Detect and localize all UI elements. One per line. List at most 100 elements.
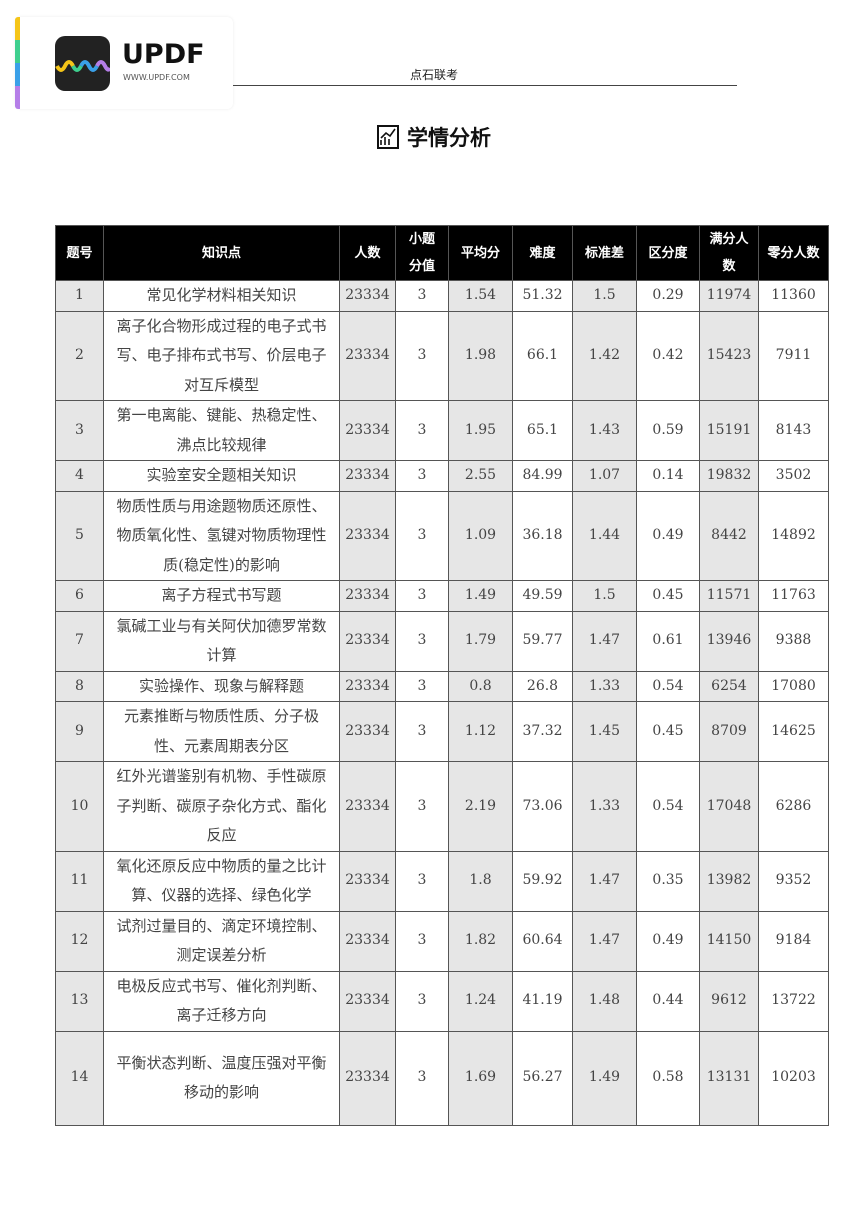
cell-knowledge-point: 实验室安全题相关知识 [103, 460, 340, 492]
cell-count: 23334 [339, 460, 396, 492]
cell-zero-score-count: 11360 [758, 280, 829, 312]
cell-average: 2.19 [448, 761, 513, 852]
cell-average: 1.79 [448, 610, 513, 672]
cell-knowledge-point: 氯碱工业与有关阿伏加德罗常数计算 [103, 610, 340, 672]
cell-full-score-count: 13982 [699, 850, 759, 912]
cell-count: 23334 [339, 850, 396, 912]
cell-no: 6 [55, 580, 104, 612]
cell-average: 2.55 [448, 460, 513, 492]
cell-std-dev: 1.07 [572, 460, 637, 492]
cell-no: 1 [55, 280, 104, 312]
logo-color-bar [15, 17, 20, 109]
column-header-average: 平均分 [448, 225, 513, 281]
cell-average: 1.09 [448, 490, 513, 581]
cell-std-dev: 1.5 [572, 580, 637, 612]
cell-zero-score-count: 3502 [758, 460, 829, 492]
cell-no: 7 [55, 610, 104, 672]
cell-discrimination: 0.54 [636, 761, 700, 852]
cell-knowledge-point: 氧化还原反应中物质的量之比计算、仪器的选择、绿色化学 [103, 850, 340, 912]
cell-std-dev: 1.48 [572, 970, 637, 1032]
table-row: 4 实验室安全题相关知识 23334 3 2.55 84.99 1.07 0.14 19832 3… [55, 460, 829, 492]
cell-no: 11 [55, 850, 104, 912]
cell-full-score-count: 15423 [699, 310, 759, 401]
table-row: 2 离子化合物形成过程的电子式书写、电子排布式书写、价层电子对互斥模型 23334 3… [55, 310, 829, 401]
cell-zero-score-count: 8143 [758, 400, 829, 461]
table-row: 5 物质性质与用途题物质还原性、物质氧化性、氢键对物质物理性质(稳定性)的影响 23… [55, 490, 829, 581]
cell-score-value: 3 [395, 400, 449, 461]
cell-count: 23334 [339, 280, 396, 312]
cell-knowledge-point: 常见化学材料相关知识 [103, 280, 340, 312]
cell-full-score-count: 17048 [699, 761, 759, 852]
cell-score-value: 3 [395, 1030, 449, 1126]
cell-score-value: 3 [395, 580, 449, 612]
cell-knowledge-point: 离子方程式书写题 [103, 580, 340, 612]
cell-std-dev: 1.33 [572, 761, 637, 852]
cell-discrimination: 0.61 [636, 610, 700, 672]
cell-discrimination: 0.49 [636, 490, 700, 581]
cell-no: 8 [55, 670, 104, 702]
cell-count: 23334 [339, 1030, 396, 1126]
cell-discrimination: 0.59 [636, 400, 700, 461]
cell-full-score-count: 8442 [699, 490, 759, 581]
cell-knowledge-point: 电极反应式书写、催化剂判断、离子迁移方向 [103, 970, 340, 1032]
cell-average: 1.49 [448, 580, 513, 612]
cell-std-dev: 1.42 [572, 310, 637, 401]
cell-knowledge-point: 试剂过量目的、滴定环境控制、测定误差分析 [103, 910, 340, 972]
cell-no: 9 [55, 701, 104, 762]
cell-average: 1.12 [448, 701, 513, 762]
cell-knowledge-point: 元素推断与物质性质、分子极性、元素周期表分区 [103, 701, 340, 762]
cell-full-score-count: 13131 [699, 1030, 759, 1126]
cell-count: 23334 [339, 970, 396, 1032]
cell-zero-score-count: 9352 [758, 850, 829, 912]
cell-discrimination: 0.45 [636, 701, 700, 762]
cell-count: 23334 [339, 910, 396, 972]
cell-zero-score-count: 14892 [758, 490, 829, 581]
column-header-count: 人数 [339, 225, 396, 281]
cell-full-score-count: 19832 [699, 460, 759, 492]
cell-difficulty: 56.27 [512, 1030, 573, 1126]
table-row: 14 平衡状态判断、温度压强对平衡移动的影响 23334 3 1.69 56.27 1.49… [55, 1030, 829, 1126]
cell-full-score-count: 9612 [699, 970, 759, 1032]
cell-average: 1.8 [448, 850, 513, 912]
cell-discrimination: 0.54 [636, 670, 700, 702]
cell-no: 3 [55, 400, 104, 461]
cell-zero-score-count: 17080 [758, 670, 829, 702]
cell-difficulty: 59.92 [512, 850, 573, 912]
cell-knowledge-point: 平衡状态判断、温度压强对平衡移动的影响 [103, 1030, 340, 1126]
cell-difficulty: 66.1 [512, 310, 573, 401]
column-header-score-value: 小题分值 [395, 225, 449, 281]
cell-std-dev: 1.49 [572, 1030, 637, 1126]
cell-count: 23334 [339, 670, 396, 702]
cell-full-score-count: 11974 [699, 280, 759, 312]
cell-full-score-count: 14150 [699, 910, 759, 972]
cell-zero-score-count: 13722 [758, 970, 829, 1032]
cell-score-value: 3 [395, 970, 449, 1032]
cell-count: 23334 [339, 610, 396, 672]
table-row: 1 常见化学材料相关知识 23334 3 1.54 51.32 1.5 0.29 11974 11… [55, 280, 829, 312]
table-row: 13 电极反应式书写、催化剂判断、离子迁移方向 23334 3 1.24 41.19 1.4… [55, 970, 829, 1032]
cell-no: 13 [55, 970, 104, 1032]
cell-std-dev: 1.47 [572, 850, 637, 912]
cell-average: 1.95 [448, 400, 513, 461]
cell-score-value: 3 [395, 460, 449, 492]
cell-discrimination: 0.49 [636, 910, 700, 972]
cell-count: 23334 [339, 761, 396, 852]
cell-score-value: 3 [395, 610, 449, 672]
title-text: 学情分析 [407, 126, 491, 150]
cell-score-value: 3 [395, 490, 449, 581]
cell-zero-score-count: 9184 [758, 910, 829, 972]
cell-discrimination: 0.58 [636, 1030, 700, 1126]
page-header: 点石联考 [409, 68, 458, 82]
updf-watermark-logo: UPDF WWW.UPDF.COM [15, 17, 233, 109]
cell-std-dev: 1.33 [572, 670, 637, 702]
cell-difficulty: 49.59 [512, 580, 573, 612]
cell-difficulty: 51.32 [512, 280, 573, 312]
updf-logo-icon [55, 36, 110, 91]
cell-no: 10 [55, 761, 104, 852]
header-divider [233, 85, 737, 86]
table-row: 11 氧化还原反应中物质的量之比计算、仪器的选择、绿色化学 23334 3 1.8 59.… [55, 850, 829, 912]
cell-difficulty: 37.32 [512, 701, 573, 762]
cell-full-score-count: 13946 [699, 610, 759, 672]
cell-score-value: 3 [395, 670, 449, 702]
